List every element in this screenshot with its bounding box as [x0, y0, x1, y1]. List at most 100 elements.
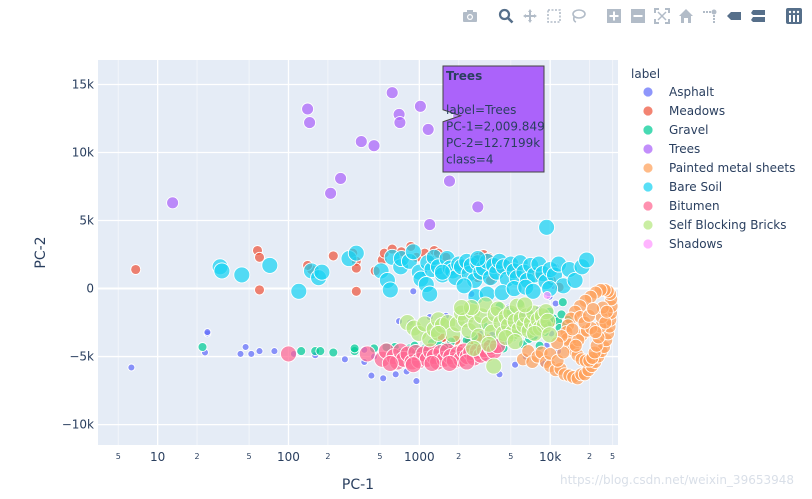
- data-point[interactable]: [557, 297, 568, 308]
- hover-compare-icon[interactable]: [748, 6, 768, 26]
- data-point[interactable]: [433, 263, 451, 281]
- legend-item-bitumen[interactable]: Bitumen: [642, 199, 720, 213]
- data-point[interactable]: [350, 262, 362, 274]
- data-point[interactable]: [324, 186, 338, 200]
- data-point[interactable]: [565, 322, 580, 337]
- box-select-icon[interactable]: [544, 6, 564, 26]
- data-point[interactable]: [367, 371, 376, 380]
- data-point[interactable]: [413, 99, 427, 113]
- legend-item-self-blocking-bricks[interactable]: Self Blocking Bricks: [642, 218, 787, 232]
- data-point[interactable]: [421, 285, 439, 303]
- data-point[interactable]: [303, 116, 317, 130]
- data-point[interactable]: [347, 244, 365, 262]
- data-point[interactable]: [349, 343, 360, 354]
- camera-icon[interactable]: [460, 6, 480, 26]
- data-point[interactable]: [524, 282, 542, 300]
- data-point[interactable]: [385, 86, 399, 100]
- lasso-icon[interactable]: [568, 6, 588, 26]
- data-point[interactable]: [381, 354, 399, 372]
- data-point[interactable]: [350, 285, 362, 297]
- data-point[interactable]: [566, 271, 584, 289]
- data-point[interactable]: [455, 277, 473, 295]
- data-point[interactable]: [599, 304, 614, 319]
- data-point[interactable]: [485, 357, 503, 375]
- data-point[interactable]: [213, 262, 231, 280]
- data-point[interactable]: [254, 284, 265, 296]
- data-point[interactable]: [441, 354, 458, 372]
- data-point[interactable]: [203, 328, 212, 337]
- legend-item-asphalt[interactable]: Asphalt: [642, 85, 714, 99]
- data-point[interactable]: [538, 218, 556, 236]
- data-point[interactable]: [254, 251, 265, 263]
- spike-lines-icon[interactable]: [700, 6, 720, 26]
- data-point[interactable]: [568, 338, 583, 353]
- data-point[interactable]: [280, 345, 297, 363]
- data-point[interactable]: [578, 251, 596, 269]
- data-point[interactable]: [423, 354, 441, 372]
- data-point[interactable]: [296, 346, 307, 357]
- data-point[interactable]: [469, 250, 487, 268]
- data-point[interactable]: [409, 287, 418, 296]
- data-point[interactable]: [393, 116, 407, 130]
- data-point[interactable]: [423, 218, 437, 232]
- data-point[interactable]: [412, 377, 421, 386]
- autoscale-icon[interactable]: [652, 6, 672, 26]
- data-point[interactable]: [328, 347, 339, 358]
- data-point[interactable]: [127, 363, 136, 372]
- zoom-icon[interactable]: [496, 6, 516, 26]
- data-point[interactable]: [233, 266, 251, 284]
- data-point[interactable]: [480, 335, 498, 353]
- data-point[interactable]: [255, 347, 264, 356]
- legend-item-gravel[interactable]: Gravel: [642, 123, 708, 137]
- data-point[interactable]: [404, 356, 422, 374]
- data-point[interactable]: [290, 282, 308, 300]
- data-point[interactable]: [270, 347, 279, 356]
- data-point[interactable]: [340, 355, 349, 364]
- data-point[interactable]: [247, 349, 256, 358]
- data-point[interactable]: [391, 370, 400, 379]
- data-point[interactable]: [197, 342, 208, 352]
- data-point[interactable]: [586, 302, 601, 316]
- legend-item-shadows[interactable]: Shadows: [642, 237, 723, 251]
- zoom-in-icon[interactable]: [604, 6, 624, 26]
- data-point[interactable]: [443, 174, 456, 188]
- data-point[interactable]: [166, 196, 180, 210]
- data-point[interactable]: [327, 250, 339, 262]
- data-point[interactable]: [381, 281, 399, 299]
- data-point[interactable]: [379, 374, 388, 383]
- data-point[interactable]: [471, 200, 485, 214]
- data-point[interactable]: [506, 333, 524, 351]
- legend-item-painted-metal-sheets[interactable]: Painted metal sheets: [642, 161, 795, 175]
- legend-item-trees[interactable]: Trees: [642, 142, 700, 156]
- data-point[interactable]: [542, 290, 552, 300]
- pan-icon[interactable]: [520, 6, 540, 26]
- plotly-logo-icon[interactable]: [784, 6, 804, 26]
- data-point[interactable]: [516, 296, 534, 314]
- data-point[interactable]: [354, 135, 368, 149]
- hover-closest-icon[interactable]: [724, 6, 744, 26]
- data-point[interactable]: [541, 326, 559, 344]
- data-point[interactable]: [404, 243, 422, 261]
- data-point[interactable]: [458, 353, 476, 371]
- data-point[interactable]: [511, 360, 520, 369]
- data-point[interactable]: [588, 325, 603, 340]
- data-point[interactable]: [315, 346, 326, 357]
- data-point[interactable]: [465, 339, 483, 357]
- legend-item-meadows[interactable]: Meadows: [642, 104, 725, 118]
- data-point[interactable]: [313, 263, 331, 281]
- data-point[interactable]: [261, 256, 279, 274]
- data-point[interactable]: [334, 171, 348, 185]
- data-point[interactable]: [429, 324, 447, 342]
- zoom-out-icon[interactable]: [628, 6, 648, 26]
- legend-item-bare-soil[interactable]: Bare Soil: [642, 180, 722, 194]
- data-point[interactable]: [130, 264, 142, 275]
- data-point[interactable]: [236, 349, 245, 358]
- data-point[interactable]: [526, 324, 544, 342]
- data-point[interactable]: [453, 299, 470, 317]
- home-icon[interactable]: [676, 6, 696, 26]
- data-point[interactable]: [367, 139, 381, 153]
- data-point[interactable]: [241, 343, 250, 351]
- data-point[interactable]: [301, 102, 315, 116]
- data-point[interactable]: [421, 122, 435, 136]
- data-point[interactable]: [358, 345, 376, 363]
